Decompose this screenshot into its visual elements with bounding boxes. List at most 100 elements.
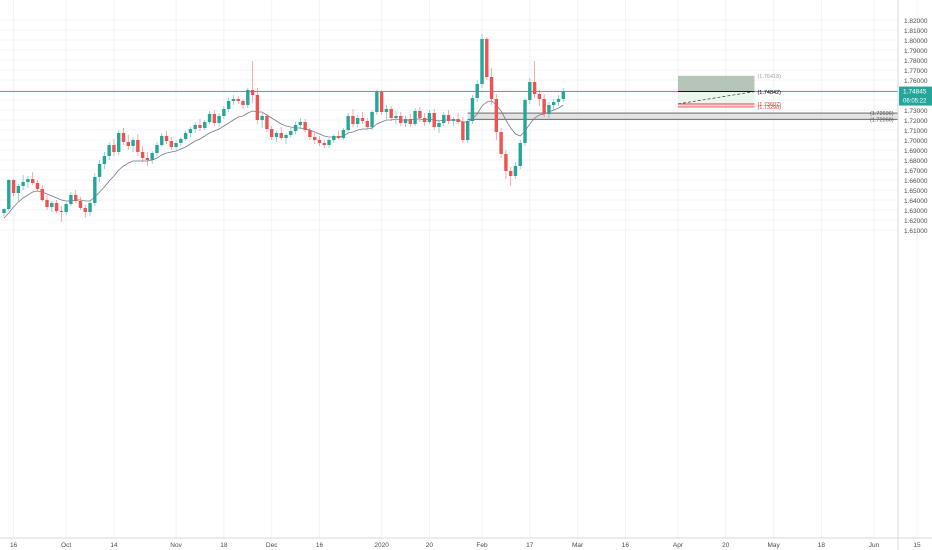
candle[interactable] [542, 94, 546, 117]
candle[interactable] [308, 128, 312, 140]
candle[interactable] [508, 167, 513, 186]
candle[interactable] [399, 112, 403, 126]
candle[interactable] [384, 105, 389, 119]
candle[interactable] [179, 137, 183, 146]
candle[interactable] [456, 113, 460, 124]
candle[interactable] [45, 195, 49, 210]
candle[interactable] [150, 151, 154, 164]
candle[interactable] [155, 142, 159, 156]
candle[interactable] [317, 136, 322, 146]
candle[interactable] [140, 146, 145, 162]
candle[interactable] [370, 110, 374, 130]
candle[interactable] [121, 128, 126, 145]
candle[interactable] [160, 133, 164, 147]
candle[interactable] [465, 119, 470, 143]
candle[interactable] [422, 113, 427, 126]
candle[interactable] [136, 134, 140, 156]
candle[interactable] [236, 96, 240, 104]
candle[interactable] [322, 140, 326, 148]
candle[interactable] [303, 119, 307, 132]
candle[interactable] [145, 152, 150, 166]
candle[interactable] [21, 175, 25, 190]
candle[interactable] [83, 205, 87, 218]
candle[interactable] [88, 201, 92, 216]
candle[interactable] [246, 88, 250, 108]
candle[interactable] [69, 192, 73, 206]
candles[interactable] [2, 34, 565, 222]
candle[interactable] [485, 37, 489, 80]
candle[interactable] [327, 138, 331, 148]
candle[interactable] [30, 172, 35, 185]
candle[interactable] [26, 176, 30, 188]
candle[interactable] [537, 90, 542, 106]
candle[interactable] [217, 113, 221, 127]
candle[interactable] [341, 128, 346, 140]
candle[interactable] [346, 113, 350, 133]
candle[interactable] [413, 108, 417, 126]
candle[interactable] [7, 179, 11, 211]
candle[interactable] [289, 128, 293, 138]
candle[interactable] [40, 185, 44, 202]
candle[interactable] [523, 98, 527, 146]
candle[interactable] [494, 94, 499, 140]
candle[interactable] [279, 127, 283, 140]
candle[interactable] [231, 95, 236, 105]
candle[interactable] [164, 131, 169, 144]
candle[interactable] [394, 111, 398, 124]
candle[interactable] [336, 131, 341, 139]
candle[interactable] [451, 117, 456, 126]
candle[interactable] [556, 95, 561, 106]
candle[interactable] [78, 197, 83, 210]
candle[interactable] [188, 127, 193, 137]
candle[interactable] [480, 34, 484, 88]
candle[interactable] [265, 114, 269, 132]
candle[interactable] [260, 113, 264, 128]
candle[interactable] [513, 162, 518, 179]
candle[interactable] [446, 110, 451, 124]
candle[interactable] [432, 109, 436, 130]
candle[interactable] [532, 61, 537, 98]
candle[interactable] [437, 120, 441, 133]
candle[interactable] [427, 110, 432, 124]
candle[interactable] [54, 200, 59, 213]
candle[interactable] [203, 120, 207, 130]
candle[interactable] [74, 190, 78, 203]
candle[interactable] [518, 140, 522, 169]
candle[interactable] [442, 112, 446, 126]
candle[interactable] [112, 139, 116, 156]
candle[interactable] [360, 112, 365, 124]
candle[interactable] [174, 140, 178, 150]
candle[interactable] [408, 114, 412, 127]
candle[interactable] [528, 78, 532, 104]
candle[interactable] [504, 150, 508, 179]
candle[interactable] [379, 90, 384, 115]
candle[interactable] [16, 184, 21, 201]
candle[interactable] [552, 99, 556, 110]
candle[interactable] [274, 131, 279, 142]
candle[interactable] [93, 173, 97, 206]
candle[interactable] [461, 117, 465, 143]
candle[interactable] [298, 118, 303, 129]
candle[interactable] [255, 88, 260, 124]
candle[interactable] [2, 208, 6, 216]
candle[interactable] [389, 106, 393, 121]
candle[interactable] [107, 142, 111, 160]
candle[interactable] [475, 80, 479, 102]
candle[interactable] [241, 99, 245, 109]
candle[interactable] [351, 109, 355, 127]
candle[interactable] [102, 152, 107, 169]
candle[interactable] [126, 135, 130, 150]
time-scale[interactable]: 16 Oct 14 Nov 18 Dec 16 2020 20 Feb 17 Mar 16 Apr 20 Ma… [10, 542, 921, 549]
candle[interactable] [250, 61, 255, 103]
candle[interactable] [198, 119, 202, 131]
candle[interactable] [375, 90, 379, 115]
candle[interactable] [547, 102, 551, 118]
candle[interactable] [293, 122, 298, 134]
candle[interactable] [183, 131, 188, 141]
candle[interactable] [169, 137, 173, 150]
candle[interactable] [418, 107, 422, 122]
candle[interactable] [97, 160, 102, 182]
candle[interactable] [332, 134, 336, 143]
candle[interactable] [226, 98, 231, 112]
